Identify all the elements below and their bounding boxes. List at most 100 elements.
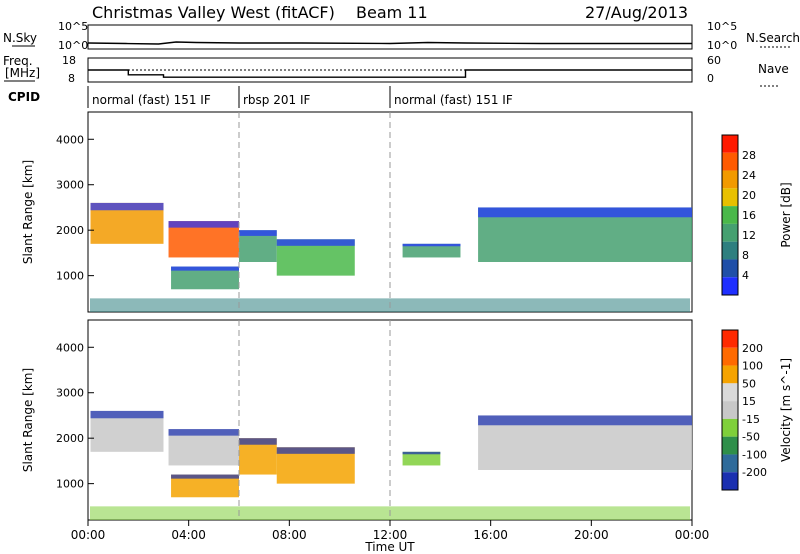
colorbar-swatch [722, 277, 738, 295]
colorbar-swatch [722, 418, 738, 437]
echo-edge-5 [402, 451, 441, 455]
nsky-panel-frame [87, 24, 693, 50]
colorbar-swatch [722, 170, 738, 189]
nave-tick-bottom: 0 [707, 72, 714, 85]
time-axis: 00:00 04:00 08:00 12:00 16:00 20:00 00:00 [71, 520, 710, 542]
colorbar-swatch [722, 188, 738, 207]
colorbar-frame [721, 134, 739, 296]
colorbar-swatch [722, 259, 738, 278]
x-tick-label: 12:00 [373, 528, 408, 542]
echo-region-5 [402, 451, 441, 466]
echo-region-5 [402, 243, 461, 258]
echo-edge-6 [478, 207, 692, 218]
freq-tick-bottom: 8 [68, 72, 75, 85]
echo-edge-0 [90, 202, 164, 211]
colorbar-tick-label: -100 [742, 448, 767, 461]
colorbar-title: Power [dB] [779, 182, 793, 247]
freq-unit-label: [MHz] [5, 66, 40, 80]
x-tick-label: 00:00 [675, 528, 710, 542]
freq-line [88, 69, 692, 78]
velocity-colorbar: -200 -100 -50 -15 15 50 100 200 Velocity [m s^-1… [721, 329, 793, 491]
colorbar-swatch [722, 347, 738, 366]
colorbar-tick-label: 20 [742, 189, 756, 202]
nsearch-label: N.Search [746, 31, 800, 45]
colorbar-tick-label: -200 [742, 466, 767, 479]
x-tick-label: 16:00 [473, 528, 508, 542]
echo-edge-0 [90, 410, 164, 419]
y-tick-label: 2000 [56, 432, 84, 445]
y-tick-label: 1000 [56, 478, 84, 491]
cpid-segment-label: normal (fast) 151 IF [394, 93, 513, 107]
colorbar-tick-label: 200 [742, 342, 763, 355]
colorbar-tick-label: 12 [742, 229, 756, 242]
nave-label: Nave [758, 62, 789, 76]
date-label: 27/Aug/2013 [585, 3, 688, 22]
x-tick-label: 08:00 [272, 528, 307, 542]
colorbar-swatch [722, 135, 738, 153]
echo-edge-1 [168, 221, 239, 228]
y-tick-label: 2000 [56, 224, 84, 237]
colorbar-tick-label: 4 [742, 269, 749, 282]
freq-label: Freq. [3, 54, 33, 68]
colorbar-swatch [722, 152, 738, 171]
nsky-line [87, 41, 692, 45]
y-tick-label: 3000 [56, 179, 84, 192]
colorbar-tick-label: 28 [742, 149, 756, 162]
freq-tick-top: 18 [62, 54, 76, 67]
colorbar-tick-label: 15 [742, 395, 756, 408]
echo-edge-2 [171, 474, 239, 479]
echo-edge-4 [276, 239, 355, 246]
cpid-area: normal (fast) 151 IF rbsp 201 IF normal (f… [87, 86, 513, 108]
colorbar-tick-label: 100 [742, 360, 763, 373]
echo-edge-3 [239, 438, 277, 445]
x-axis-title: Time UT [364, 540, 415, 554]
power-panel: 1000 2000 3000 4000 Slant Range [km] [21, 111, 693, 313]
nsearch-tick-bottom: 10^0 [707, 39, 737, 52]
y-tick-label: 3000 [56, 387, 84, 400]
colorbar-tick-label: -50 [742, 431, 760, 444]
y-tick-label: 4000 [56, 341, 84, 354]
colorbar-swatch [722, 472, 738, 490]
cpid-segment-label: rbsp 201 IF [243, 93, 310, 107]
colorbar-tick-label: 16 [742, 209, 756, 222]
echo-region-2 [171, 266, 239, 290]
colorbar-tick-label: 24 [742, 169, 756, 182]
colorbar-swatch [722, 330, 738, 348]
power-colorbar: 4 8 12 16 20 24 28 Power [dB] [721, 134, 793, 296]
y-tick-label: 4000 [56, 133, 84, 146]
station-title: Christmas Valley West (fitACF) [92, 3, 335, 22]
echo-region-2 [171, 474, 239, 498]
colorbar-swatch [722, 206, 738, 224]
echo-edge-1 [168, 429, 239, 436]
echo-edge-3 [239, 230, 277, 236]
colorbar-swatch [722, 454, 738, 473]
y-axis-title: Slant Range [km] [21, 160, 35, 264]
colorbar-swatch [722, 223, 738, 242]
velocity-panel: 1000 2000 3000 4000 Slant Range [km] [21, 319, 693, 521]
nave-tick-top: 60 [707, 54, 721, 67]
colorbar-tick-label: 50 [742, 377, 756, 390]
colorbar-swatch [722, 241, 738, 260]
x-tick-label: 04:00 [171, 528, 206, 542]
nsearch-tick-top: 10^5 [707, 20, 737, 33]
colorbar-tick-label: -15 [742, 413, 760, 426]
status-lines [87, 41, 692, 78]
x-tick-label: 00:00 [71, 528, 106, 542]
nsky-tick-top: 10^5 [58, 20, 88, 33]
echo-edge-5 [402, 243, 461, 247]
x-tick-label: 20:00 [574, 528, 609, 542]
echo-edge-6 [478, 415, 692, 426]
y-tick-label: 1000 [56, 270, 84, 283]
colorbar-title: Velocity [m s^-1] [779, 358, 793, 462]
echo-edge-2 [171, 266, 239, 271]
colorbar-swatch [722, 436, 738, 455]
y-axis-title: Slant Range [km] [21, 368, 35, 472]
colorbar-swatch [722, 383, 738, 402]
nsky-label: N.Sky [3, 31, 37, 45]
cpid-label: CPID [8, 90, 40, 104]
colorbar-swatch [722, 401, 738, 419]
beam-label: Beam 11 [356, 3, 428, 22]
colorbar-tick-label: 8 [742, 249, 749, 262]
colorbar-frame [721, 329, 739, 491]
